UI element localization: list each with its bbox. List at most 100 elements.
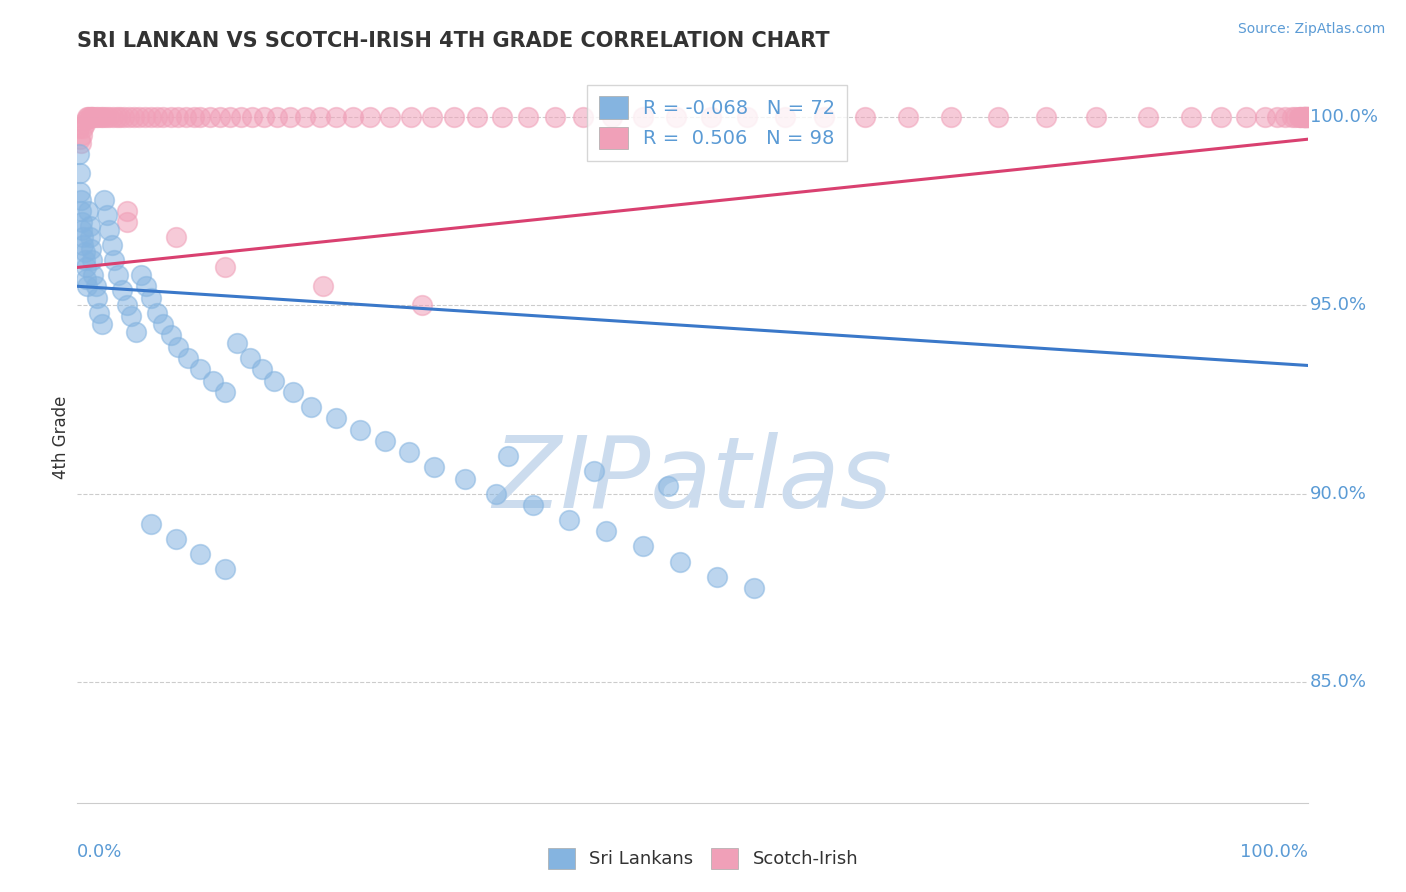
Text: ZIPatlas: ZIPatlas xyxy=(492,433,893,530)
Point xyxy=(110,110,132,124)
Point xyxy=(226,335,249,350)
Point xyxy=(465,110,488,124)
Point xyxy=(209,110,232,124)
Point xyxy=(70,203,93,218)
Point xyxy=(84,279,107,293)
Point xyxy=(152,317,174,331)
Point xyxy=(118,110,141,124)
Point xyxy=(1180,110,1202,124)
Point xyxy=(67,147,90,161)
Point xyxy=(813,110,835,124)
Point xyxy=(82,110,104,124)
Point xyxy=(79,219,101,233)
Point xyxy=(312,279,335,293)
Point xyxy=(69,166,91,180)
Point xyxy=(665,110,688,124)
Text: 0.0%: 0.0% xyxy=(77,843,122,861)
Text: 95.0%: 95.0% xyxy=(1310,296,1367,314)
Point xyxy=(93,193,115,207)
Point xyxy=(165,532,187,546)
Text: SRI LANKAN VS SCOTCH-IRISH 4TH GRADE CORRELATION CHART: SRI LANKAN VS SCOTCH-IRISH 4TH GRADE COR… xyxy=(77,31,830,51)
Point xyxy=(278,110,301,124)
Point xyxy=(188,110,212,124)
Point xyxy=(201,374,224,388)
Point xyxy=(1295,110,1317,124)
Point xyxy=(411,298,433,312)
Point xyxy=(1288,110,1310,124)
Point xyxy=(96,208,118,222)
Point xyxy=(87,110,110,124)
Point xyxy=(141,110,163,124)
Point xyxy=(558,513,581,527)
Point xyxy=(294,110,316,124)
Text: 100.0%: 100.0% xyxy=(1310,108,1378,126)
Point xyxy=(188,362,212,376)
Point xyxy=(987,110,1010,124)
Point xyxy=(572,110,595,124)
Point xyxy=(70,215,93,229)
Point xyxy=(141,516,163,531)
Point xyxy=(522,498,544,512)
Point xyxy=(263,374,285,388)
Point xyxy=(79,230,101,244)
Point xyxy=(70,128,93,143)
Point xyxy=(76,110,98,124)
Point xyxy=(101,110,124,124)
Point xyxy=(219,110,242,124)
Point xyxy=(214,260,236,275)
Point xyxy=(160,328,183,343)
Point xyxy=(485,486,508,500)
Point xyxy=(80,242,103,256)
Legend: R = -0.068   N = 72, R =  0.506   N = 98: R = -0.068 N = 72, R = 0.506 N = 98 xyxy=(586,85,848,161)
Point xyxy=(98,110,121,124)
Point xyxy=(1292,110,1315,124)
Point xyxy=(177,351,200,365)
Point xyxy=(853,110,876,124)
Point xyxy=(84,110,107,124)
Point xyxy=(80,110,103,124)
Point xyxy=(67,120,90,135)
Point xyxy=(70,136,93,150)
Point xyxy=(773,110,796,124)
Point xyxy=(75,113,97,128)
Point xyxy=(94,110,117,124)
Point xyxy=(669,554,692,568)
Point xyxy=(121,310,143,324)
Text: 90.0%: 90.0% xyxy=(1310,484,1367,502)
Point xyxy=(544,110,567,124)
Text: Source: ZipAtlas.com: Source: ZipAtlas.com xyxy=(1237,22,1385,37)
Point xyxy=(90,317,114,331)
Point xyxy=(1274,110,1296,124)
Point xyxy=(633,540,655,554)
Point xyxy=(399,110,422,124)
Point xyxy=(1284,110,1306,124)
Point xyxy=(82,252,104,267)
Point xyxy=(325,110,347,124)
Point xyxy=(70,193,93,207)
Point xyxy=(91,110,114,124)
Point xyxy=(1295,110,1317,124)
Point xyxy=(115,203,138,218)
Point xyxy=(77,203,100,218)
Point xyxy=(1289,110,1312,124)
Point xyxy=(250,362,273,376)
Point xyxy=(308,110,330,124)
Point xyxy=(1294,110,1316,124)
Point xyxy=(239,351,262,365)
Point xyxy=(342,110,364,124)
Point xyxy=(105,110,128,124)
Point xyxy=(1296,110,1319,124)
Point xyxy=(299,400,322,414)
Point xyxy=(1265,110,1288,124)
Point xyxy=(742,581,765,595)
Point xyxy=(200,110,222,124)
Point xyxy=(134,110,156,124)
Point xyxy=(76,279,98,293)
Point xyxy=(378,110,401,124)
Point xyxy=(349,423,371,437)
Point xyxy=(77,110,100,124)
Point xyxy=(73,252,96,267)
Point xyxy=(122,110,145,124)
Text: 100.0%: 100.0% xyxy=(1240,843,1308,861)
Point xyxy=(1294,110,1316,124)
